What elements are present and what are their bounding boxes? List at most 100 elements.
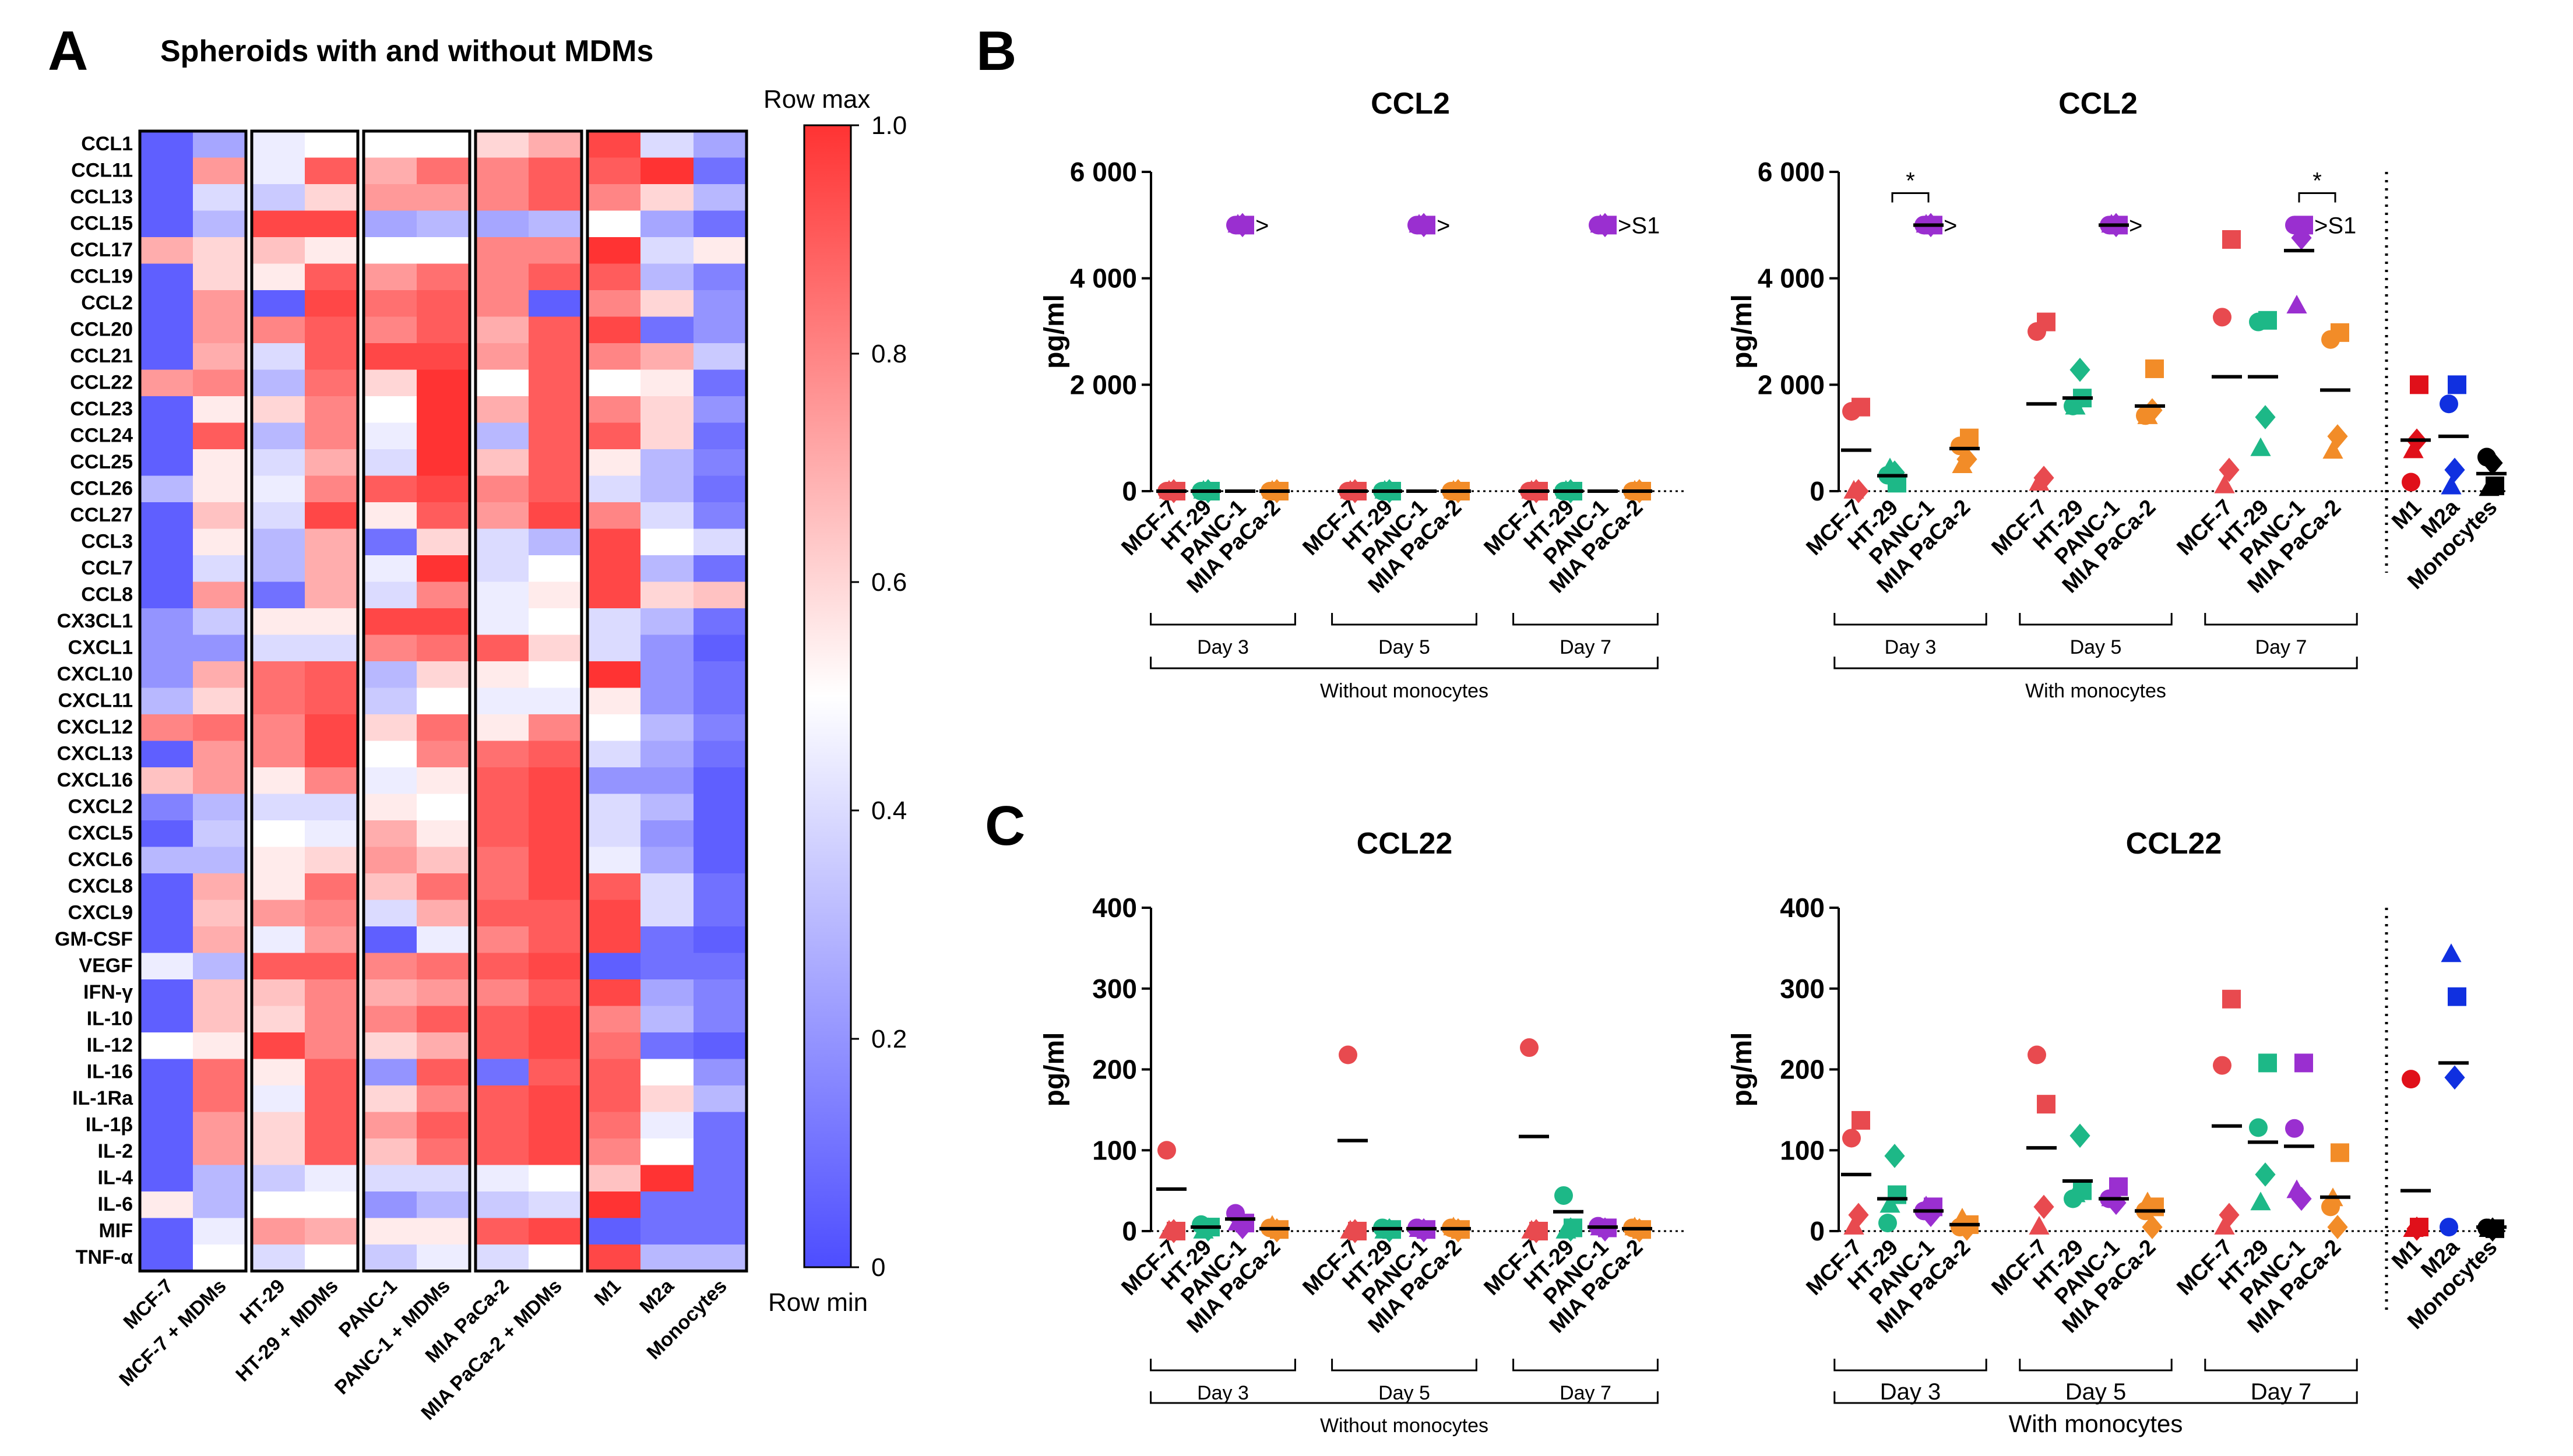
panel-label-a: A: [48, 20, 88, 82]
heatmap-cell: [417, 290, 470, 318]
heatmap-cell: [305, 794, 358, 821]
heatmap-row-label: IL-2: [98, 1140, 133, 1162]
super-bracket: [1150, 657, 1659, 669]
heatmap-cell: [417, 979, 470, 1007]
heatmap-cell: [140, 1218, 193, 1245]
heatmap-cell: [587, 1245, 640, 1272]
heatmap-cell: [587, 979, 640, 1007]
heatmap-row-label: IL-12: [87, 1034, 133, 1056]
data-point-circle: [1339, 1045, 1357, 1064]
heatmap-cell: [252, 900, 305, 927]
heatmap-cell: [694, 900, 747, 927]
heatmap-cell: [587, 1085, 640, 1113]
chart-title: CCL22: [1357, 827, 1453, 861]
heatmap-cell: [587, 210, 640, 238]
heatmap-cell: [305, 263, 358, 291]
heatmap-cell: [364, 343, 417, 371]
y-axis-tick-label: 0: [1810, 1216, 1825, 1246]
heatmap-cell: [140, 820, 193, 848]
heatmap-cell: [417, 475, 470, 503]
heatmap-cell: [193, 1138, 246, 1166]
heatmap-cell: [364, 475, 417, 503]
y-axis-tick-label: 2 000: [1758, 369, 1825, 400]
heatmap-cell: [640, 422, 694, 450]
heatmap-cell: [640, 1191, 694, 1219]
heatmap-cell: [476, 581, 529, 609]
heatmap-cell: [587, 767, 640, 795]
heatmap-row-label: CXCL9: [68, 901, 133, 923]
data-point-triangle: [1843, 480, 1864, 499]
data-point-triangle: [2441, 475, 2462, 495]
heatmap-cell: [587, 661, 640, 689]
heatmap-row-label: TNF-α: [76, 1246, 133, 1268]
heatmap-cell: [305, 873, 358, 901]
heatmap-row-label: IL-10: [87, 1007, 133, 1030]
data-point-triangle: [1193, 480, 1214, 499]
heatmap-cell: [694, 475, 747, 503]
heatmap-cell: [364, 794, 417, 821]
heatmap-cell: [417, 263, 470, 291]
heatmap-cell: [640, 767, 694, 795]
y-axis-tick-label: 2 000: [1070, 369, 1137, 400]
heatmap-cell: [305, 1006, 358, 1033]
data-point-triangle: [2479, 477, 2500, 496]
heatmap-cell: [193, 1245, 246, 1272]
heatmap-cell: [587, 502, 640, 530]
group-label: Day 3: [1885, 636, 1937, 658]
heatmap-cell: [476, 184, 529, 211]
data-point-triangle: [1843, 1215, 1864, 1235]
heatmap-cell: [529, 157, 582, 185]
heatmap-cell: [640, 528, 694, 556]
heatmap-cell: [193, 741, 246, 768]
heatmap-cell: [640, 794, 694, 821]
heatmap-cell: [305, 1112, 358, 1139]
heatmap-cell: [529, 475, 582, 503]
heatmap-cell: [476, 926, 529, 954]
heatmap-cell: [694, 714, 747, 742]
data-point-square: [2331, 323, 2349, 342]
heatmap-cell: [417, 343, 470, 371]
heatmap-cell: [529, 953, 582, 980]
data-point-triangle: [1879, 457, 1900, 477]
heatmap-cell: [417, 555, 470, 583]
data-point-triangle: [2322, 440, 2343, 459]
heatmap-cell: [529, 608, 582, 636]
heatmap-cell: [252, 475, 305, 503]
heatmap-cell: [417, 396, 470, 424]
heatmap-cell: [587, 555, 640, 583]
heatmap-cell: [587, 581, 640, 609]
heatmap-cell: [529, 1165, 582, 1192]
heatmap-row-label: CCL8: [81, 583, 133, 605]
heatmap-cell: [587, 1059, 640, 1086]
data-point-triangle: [1521, 1219, 1542, 1239]
heatmap-cell: [193, 926, 246, 954]
heatmap-cell: [140, 767, 193, 795]
heatmap-row-label: VEGF: [79, 954, 133, 976]
heatmap-cell: [587, 184, 640, 211]
heatmap-cell: [252, 422, 305, 450]
heatmap-cell: [694, 1032, 747, 1060]
panel-label-b: B: [976, 20, 1016, 82]
heatmap-cell: [529, 210, 582, 238]
heatmap-cell: [640, 502, 694, 530]
heatmap-cell: [587, 422, 640, 450]
data-point-diamond: [1884, 1144, 1905, 1168]
data-point-square: [2222, 230, 2241, 249]
group-label: Day 5: [1378, 636, 1430, 658]
data-point-triangle: [1879, 1194, 1900, 1213]
heatmap-cell: [476, 1245, 529, 1272]
data-point-square: [2037, 1095, 2055, 1114]
point-note: >S1: [2314, 213, 2356, 238]
group-bracket: [1331, 1359, 1477, 1372]
heatmap-row-label: CXCL12: [57, 716, 133, 738]
heatmap-cell: [193, 237, 246, 265]
heatmap-cell: [364, 449, 417, 477]
heatmap-cell: [252, 926, 305, 954]
heatmap-cell: [529, 688, 582, 715]
heatmap-cell: [140, 900, 193, 927]
heatmap-cell: [529, 555, 582, 583]
heatmap-cell: [476, 369, 529, 397]
heatmap-cell: [305, 131, 358, 158]
heatmap-cell: [305, 555, 358, 583]
heatmap-cell: [476, 1138, 529, 1166]
